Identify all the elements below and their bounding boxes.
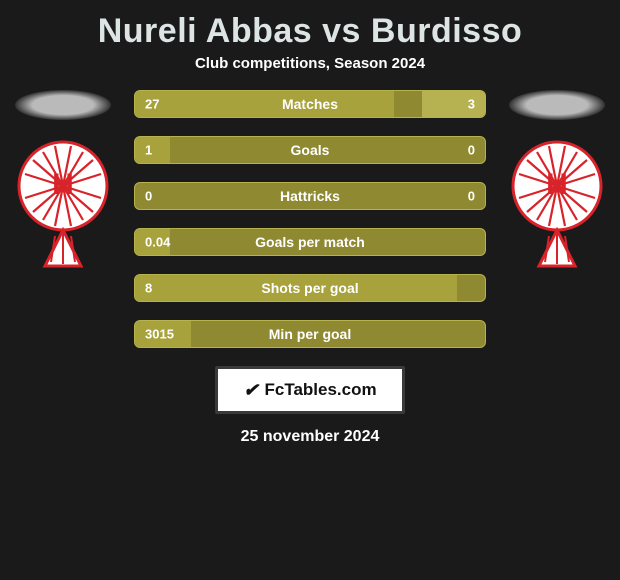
stat-left-value: 0 <box>145 189 152 204</box>
balloon-icon: H <box>509 140 605 270</box>
stat-row: 0 Hattricks 0 <box>134 182 486 210</box>
stat-label: Goals <box>291 142 330 158</box>
stat-left-value: 27 <box>145 97 159 112</box>
svg-text:H: H <box>546 168 568 201</box>
stat-bars: 27 Matches 3 1 Goals 0 0 Hattricks 0 0.04 Goals pe… <box>134 90 486 348</box>
balloon-icon: H <box>15 140 111 270</box>
comparison-content: H H <box>0 90 620 446</box>
left-player-column: H <box>8 90 118 270</box>
stat-row: 3015 Min per goal <box>134 320 486 348</box>
stat-right-value: 3 <box>468 97 475 112</box>
player-shadow-right <box>509 90 605 120</box>
subtitle: Club competitions, Season 2024 <box>0 55 620 90</box>
svg-text:H: H <box>52 168 74 201</box>
stat-left-fill <box>135 137 170 163</box>
stat-right-fill <box>422 91 485 117</box>
stat-label: Shots per goal <box>261 280 358 296</box>
stat-right-value: 0 <box>468 189 475 204</box>
right-player-column: H <box>502 90 612 270</box>
stat-label: Hattricks <box>280 188 340 204</box>
brand-check-icon: ✔ <box>243 380 258 401</box>
stat-left-value: 1 <box>145 143 152 158</box>
stat-row: 1 Goals 0 <box>134 136 486 164</box>
stat-left-fill <box>135 91 394 117</box>
page-title: Nureli Abbas vs Burdisso <box>0 0 620 55</box>
stat-row: 8 Shots per goal <box>134 274 486 302</box>
brand-text: FcTables.com <box>264 380 376 400</box>
stat-left-value: 0.04 <box>145 235 170 250</box>
stat-label: Goals per match <box>255 234 365 250</box>
club-logo-left: H <box>15 140 111 270</box>
club-logo-right: H <box>509 140 605 270</box>
stat-row: 27 Matches 3 <box>134 90 486 118</box>
stat-right-value: 0 <box>468 143 475 158</box>
stat-left-value: 8 <box>145 281 152 296</box>
stat-label: Matches <box>282 96 338 112</box>
stat-row: 0.04 Goals per match <box>134 228 486 256</box>
stat-label: Min per goal <box>269 326 351 342</box>
brand-box: ✔ FcTables.com <box>215 366 405 414</box>
stat-left-value: 3015 <box>145 327 174 342</box>
player-shadow-left <box>15 90 111 120</box>
date-label: 25 november 2024 <box>0 428 620 446</box>
